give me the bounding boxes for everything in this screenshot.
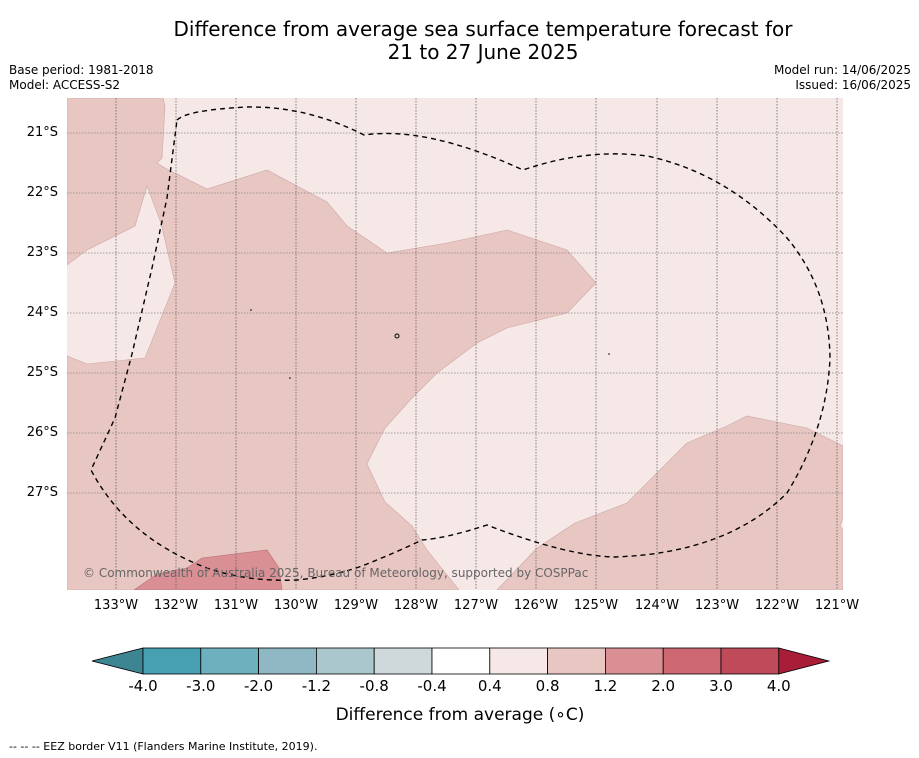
base-period: Base period: 1981-2018 <box>9 63 154 77</box>
colorbar-segment <box>662 647 722 675</box>
colorbar-segment <box>258 647 317 675</box>
colorbar <box>91 647 830 675</box>
colorbar-segment <box>605 647 664 675</box>
copyright-notice: © Commonwealth of Australia 2025, Bureau… <box>83 566 589 580</box>
lat-label: 23°S <box>26 245 58 260</box>
model-run: Model run: 14/06/2025 <box>773 63 911 77</box>
island-marker <box>394 333 400 339</box>
colorbar-segment <box>431 647 491 675</box>
eez-border <box>90 106 831 581</box>
lat-label: 21°S <box>26 125 58 140</box>
lon-label: 123°W <box>694 598 740 613</box>
colorbar-tick-label: 0.8 <box>535 677 560 695</box>
issued-date: Issued: 16/06/2025 <box>795 78 911 92</box>
lon-label: 128°W <box>393 598 439 613</box>
colorbar-segment <box>200 647 260 675</box>
colorbar-tick-label: -2.0 <box>243 677 274 695</box>
meta-right: Model run: 14/06/2025 Issued: 16/06/2025 <box>774 63 911 93</box>
eez-footnote: -- -- -- EEZ border V11 (Flanders Marine… <box>9 740 318 753</box>
lon-label: 127°W <box>453 598 499 613</box>
island-marker <box>289 377 291 379</box>
colorbar-segments <box>91 647 830 675</box>
colorbar-tick-label: 3.0 <box>709 677 733 695</box>
lon-label: 121°W <box>814 598 860 613</box>
lon-label: 131°W <box>213 598 259 613</box>
lat-gridlines <box>67 132 843 494</box>
colorbar-segment <box>489 647 548 675</box>
colorbar-segment <box>142 647 202 675</box>
model-name: Model: ACCESS-S2 <box>9 78 121 92</box>
colorbar-tick-label: -4.0 <box>128 677 158 695</box>
sst-band-mid <box>67 98 597 590</box>
colorbar-segment <box>315 647 375 675</box>
island-marker <box>250 309 252 311</box>
lon-gridlines <box>115 98 838 590</box>
title-line-1: Difference from average sea surface temp… <box>173 17 793 41</box>
lat-label: 24°S <box>26 305 58 320</box>
lat-label: 22°S <box>26 185 58 200</box>
colorbar-tick-label: -1.2 <box>301 677 332 695</box>
colorbar-tick-label: -3.0 <box>186 677 216 695</box>
lat-label: 27°S <box>26 485 58 500</box>
sst-band-high <box>133 549 283 590</box>
colorbar-tick-label: -0.4 <box>417 677 447 695</box>
colorbar-segment <box>720 647 780 675</box>
map-title: Difference from average sea surface temp… <box>100 18 866 64</box>
island-marker <box>608 353 610 355</box>
lon-label: 126°W <box>513 598 559 613</box>
colorbar-tick-label: 1.2 <box>593 677 618 695</box>
lon-label: 132°W <box>153 598 199 613</box>
meta-left: Base period: 1981-2018 Model: ACCESS-S2 <box>9 63 154 93</box>
colorbar-tick-label: -0.8 <box>359 677 389 695</box>
sst-band-mid-se <box>496 415 843 590</box>
lon-label: 124°W <box>634 598 680 613</box>
colorbar-segment <box>373 647 433 675</box>
lon-label: 125°W <box>573 598 619 613</box>
colorbar-tick-label: 4.0 <box>766 677 791 695</box>
lon-label: 129°W <box>333 598 379 613</box>
colorbar-tick-label: 2.0 <box>651 677 676 695</box>
lon-label: 133°W <box>93 598 139 613</box>
colorbar-tick-label: 0.4 <box>477 677 502 695</box>
lon-label: 122°W <box>754 598 800 613</box>
lat-label: 26°S <box>26 425 58 440</box>
map-svg <box>67 98 843 590</box>
colorbar-extend-low <box>91 647 144 675</box>
title-line-2: 21 to 27 June 2025 <box>387 40 579 64</box>
colorbar-label: Difference from average (∘C) <box>335 705 585 725</box>
colorbar-extend-high <box>778 647 830 675</box>
lat-label: 25°S <box>26 365 58 380</box>
lon-label: 130°W <box>273 598 319 613</box>
colorbar-segment <box>547 647 606 675</box>
map-panel <box>67 98 843 590</box>
